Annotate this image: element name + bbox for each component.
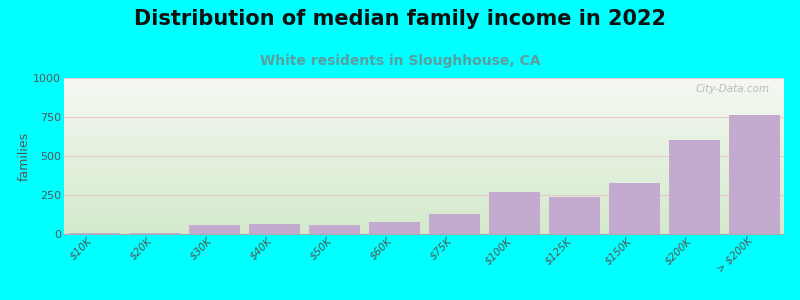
Bar [129,233,179,234]
Text: White residents in Sloughhouse, CA: White residents in Sloughhouse, CA [260,54,540,68]
Y-axis label: families: families [18,131,30,181]
Bar [69,233,119,234]
Bar [429,214,479,234]
Bar [549,196,599,234]
Bar [189,225,239,234]
Bar [309,225,359,234]
Bar [369,222,419,234]
Text: Distribution of median family income in 2022: Distribution of median family income in … [134,9,666,29]
Bar [489,192,539,234]
Bar [729,115,779,234]
Bar [249,224,299,234]
Bar [669,140,719,234]
Text: City-Data.com: City-Data.com [695,84,770,94]
Bar [609,182,659,234]
